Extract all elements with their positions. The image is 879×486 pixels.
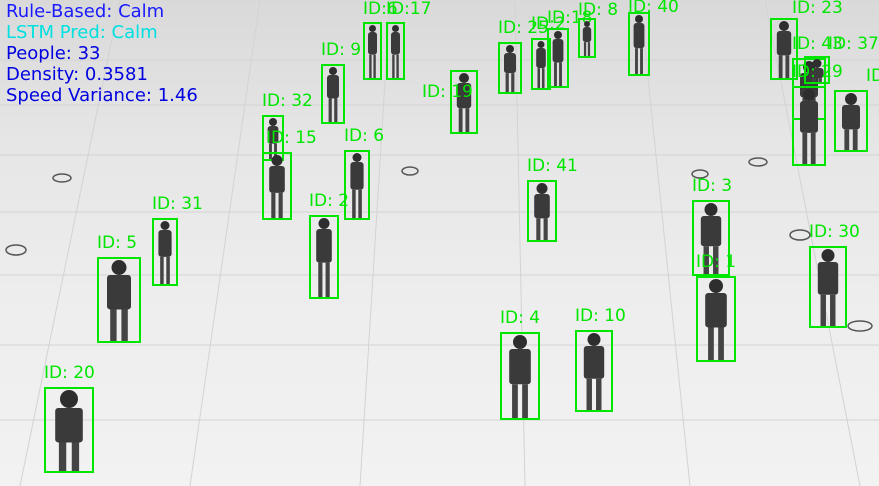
- detection-box: [500, 332, 540, 420]
- detection-id-label: ID: 29: [792, 62, 843, 82]
- detection-id-label: ID:18: [547, 8, 593, 28]
- person-figure: [365, 24, 380, 78]
- detection-id-label: ID: 31: [152, 194, 203, 214]
- person-figure: [533, 40, 549, 88]
- person-figure: [264, 117, 282, 159]
- detection-id-label: ID: 1: [696, 252, 737, 272]
- detection-box: [547, 28, 569, 88]
- detection-id-label: ID: 30: [809, 222, 860, 242]
- detection-box: [386, 22, 405, 80]
- detection-id-label: ID: 9: [321, 40, 362, 60]
- lstm-prediction: LSTM Pred: Calm: [6, 22, 158, 43]
- detection-box: [628, 12, 650, 76]
- detection-id-label: ID: 6: [344, 126, 385, 146]
- person-figure: [264, 154, 290, 218]
- detection-id-label: ID: 43: [792, 34, 843, 54]
- detection-box: [527, 180, 557, 242]
- person-figure: [323, 66, 343, 122]
- person-figure: [99, 259, 139, 341]
- detection-id-label: ID: 10: [575, 306, 626, 326]
- person-figure: [154, 220, 176, 284]
- detection-box: [696, 276, 736, 362]
- detection-box: [770, 18, 798, 80]
- person-figure: [772, 20, 796, 78]
- person-figure: [500, 44, 520, 92]
- detection-box: [578, 18, 596, 58]
- detection-id-label: ID: 32: [262, 91, 313, 111]
- person-figure: [580, 20, 594, 56]
- person-figure: [694, 202, 728, 274]
- detection-id-label: ID: 4: [500, 308, 541, 328]
- detection-id-label: ID: 19: [422, 82, 473, 102]
- person-figure: [388, 24, 403, 78]
- detection-box: [809, 246, 847, 328]
- detection-id-label: ID:6: [363, 0, 398, 19]
- detection-id-label: ID: 5: [97, 233, 138, 253]
- detection-box: [575, 330, 613, 412]
- person-figure: [836, 92, 866, 150]
- detection-id-label: ID: 8: [578, 0, 619, 20]
- detection-box: [344, 150, 370, 220]
- detection-box: [321, 64, 345, 124]
- speed-variance-value: Speed Variance: 1.46: [6, 85, 198, 106]
- detection-box: [531, 38, 551, 90]
- person-figure: [794, 88, 824, 164]
- detection-box: [44, 387, 94, 473]
- person-figure: [502, 334, 538, 418]
- person-figure: [630, 14, 648, 74]
- detection-box: [152, 218, 178, 286]
- detection-id-label: ID: 3: [692, 176, 733, 196]
- density-value: Density: 0.3581: [6, 64, 148, 85]
- person-figure: [577, 332, 611, 410]
- person-figure: [311, 217, 337, 297]
- people-count: People: 33: [6, 43, 101, 64]
- detection-id-label: ID: 7: [866, 66, 879, 86]
- detection-box: [262, 152, 292, 220]
- detection-box: [692, 200, 730, 276]
- detection-box: [498, 42, 522, 94]
- detection-id-label: ID: 25: [498, 18, 549, 38]
- person-figure: [549, 30, 567, 86]
- person-figure: [46, 389, 92, 471]
- detection-id-label: ID: 20: [44, 363, 95, 383]
- person-figure: [811, 248, 845, 326]
- detection-id-label: ID: 40: [628, 0, 679, 17]
- person-figure: [698, 278, 734, 360]
- detection-box: [450, 70, 478, 134]
- detection-box: [363, 22, 382, 80]
- detection-id-label: ID: 2: [309, 191, 350, 211]
- detection-id-label: ID: 41: [527, 156, 578, 176]
- rule-based-status: Rule-Based: Calm: [6, 1, 165, 22]
- detection-id-label: ID: 23: [792, 0, 843, 18]
- person-figure: [452, 72, 476, 132]
- person-figure: [346, 152, 368, 218]
- detection-box: [97, 257, 141, 343]
- detection-id-label: ID: 37: [828, 34, 879, 54]
- person-figure: [806, 58, 828, 82]
- person-figure: [529, 182, 555, 240]
- detection-id-label: ID:17: [386, 0, 432, 19]
- detection-box: [804, 56, 830, 84]
- detection-box: [792, 86, 826, 166]
- detection-box: [309, 215, 339, 299]
- detection-id-label: ID: 15: [266, 128, 317, 148]
- detection-box: [834, 90, 868, 152]
